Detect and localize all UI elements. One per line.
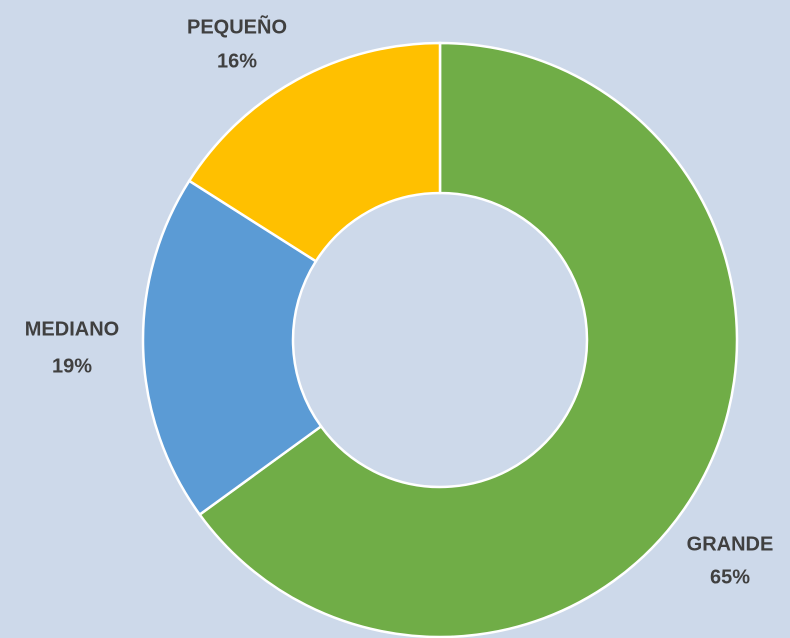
donut-slice [187,41,442,263]
donut-slice [141,179,323,517]
donut-slice [197,41,739,638]
slice-label: PEQUEÑO [187,15,287,38]
slice-label: GRANDE [687,533,774,555]
slice-value-label: 19% [52,355,92,377]
slice-value-label: 65% [710,566,750,588]
slice-label: MEDIANO [25,318,119,340]
slice-value-label: 16% [217,50,257,72]
